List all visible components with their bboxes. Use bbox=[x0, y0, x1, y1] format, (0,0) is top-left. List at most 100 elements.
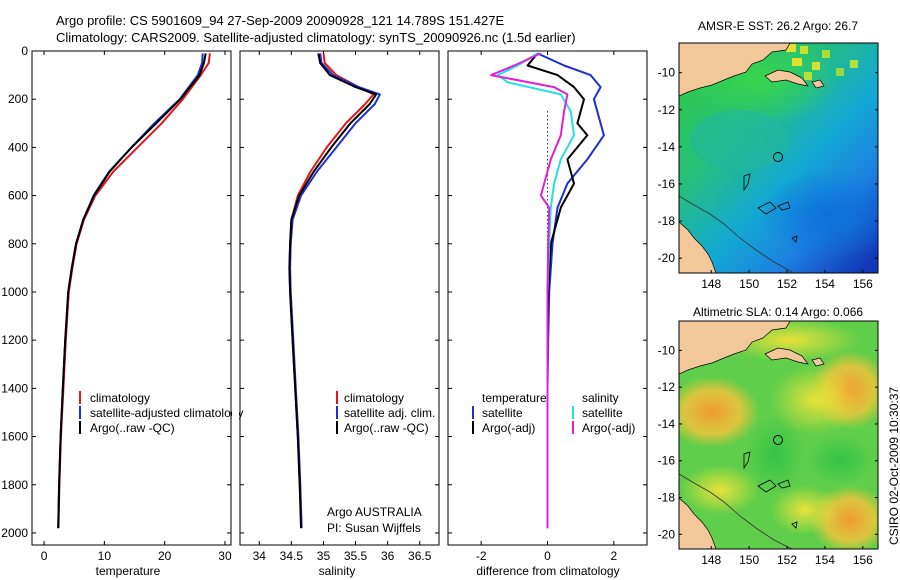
map-xtick-label: 150 bbox=[739, 277, 759, 291]
map-ytick-label: -16 bbox=[658, 454, 676, 468]
map-ytick-label: -10 bbox=[658, 343, 676, 357]
sla-land-australia bbox=[679, 497, 717, 549]
map-ytick-label: -12 bbox=[658, 103, 676, 117]
sst-map-field bbox=[679, 43, 878, 273]
legend-label-temp-argo: Argo(-adj) bbox=[482, 421, 535, 435]
map-xtick-label: 156 bbox=[853, 553, 873, 567]
series-climatology bbox=[57, 53, 211, 529]
credit-stamp: CSIRO 02-Oct-2009 10:30:37 bbox=[887, 387, 900, 545]
map-xtick-label: 154 bbox=[815, 277, 835, 291]
series-salinity-argo-adj bbox=[490, 52, 569, 529]
ytick-label: 800 bbox=[8, 237, 28, 251]
legend-group-salinity: salinity bbox=[582, 391, 619, 405]
sst-land-australia bbox=[679, 221, 717, 273]
map-ytick-label: -14 bbox=[658, 417, 676, 431]
map-xtick-label: 154 bbox=[815, 553, 835, 567]
ytick-label: 1200 bbox=[1, 333, 28, 347]
sla-land-newguinea bbox=[679, 321, 791, 375]
ytick-label: 200 bbox=[8, 92, 28, 106]
legend-label-sal-argo-adj: Argo(-adj) bbox=[582, 421, 635, 435]
temperature-panel-frame bbox=[31, 50, 232, 546]
legend-label-sal-sat: satellite bbox=[582, 406, 623, 420]
panel-gap bbox=[232, 400, 239, 424]
xtick-label: 0 bbox=[41, 549, 48, 563]
argo-org-label: Argo AUSTRALIA bbox=[327, 505, 422, 519]
legend-label-argo: Argo(..raw -QC) bbox=[90, 421, 175, 435]
temperature-legend: climatology satellite-adjusted climatolo… bbox=[79, 391, 243, 435]
sla-map-ticks: 148 150 152 154 156 -10 -12 -14 -16 -18 -20 bbox=[658, 343, 878, 567]
map-xtick-label: 152 bbox=[777, 277, 797, 291]
map-ytick-label: -18 bbox=[658, 214, 676, 228]
header-line1: Argo profile: CS 5901609_94 27-Sep-2009 … bbox=[56, 13, 504, 28]
xtick-label: 34.5 bbox=[280, 549, 304, 563]
ytick-label: 0 bbox=[21, 44, 28, 58]
map-ytick-label: -16 bbox=[658, 177, 676, 191]
map-ytick-label: -10 bbox=[658, 66, 676, 80]
difference-panel: -2 0 2 bbox=[476, 51, 617, 563]
sla-map-frame bbox=[678, 320, 879, 550]
map-xtick-label: 148 bbox=[701, 553, 721, 567]
sla-float-marker bbox=[773, 435, 783, 445]
salinity-legend: climatology satellite adj. clim. Argo(..… bbox=[336, 391, 435, 435]
sla-map-title: Altimetric SLA: 0.14 Argo: 0.066 bbox=[693, 305, 863, 319]
xtick-label: 34 bbox=[253, 549, 267, 563]
xtick-label: 0 bbox=[544, 549, 551, 563]
map-xtick-label: 156 bbox=[853, 277, 873, 291]
salinity-xlabel: salinity bbox=[319, 564, 356, 578]
legend-label-sal-argo: Argo(..raw -QC) bbox=[344, 421, 429, 435]
salinity-panel: 34 34.5 35 35.5 36 36.5 bbox=[253, 51, 432, 563]
ytick-label: 1800 bbox=[1, 478, 28, 492]
map-xtick-label: 148 bbox=[701, 277, 721, 291]
ytick-label: 600 bbox=[8, 189, 28, 203]
sst-land-islands bbox=[764, 69, 809, 87]
legend-group-temperature: temperature bbox=[482, 391, 547, 405]
series-satellite-adjusted-climatology bbox=[57, 53, 204, 529]
sst-map-ticks: 148 150 152 154 156 -10 -12 -14 -16 -18 -20 bbox=[658, 66, 878, 291]
series-satellite-adj-clim bbox=[289, 53, 381, 529]
xtick-label: 30 bbox=[218, 549, 232, 563]
difference-legend: temperature satellite Argo(-adj) salinit… bbox=[472, 391, 635, 435]
sst-land-newguinea bbox=[679, 43, 791, 97]
ytick-label: 1400 bbox=[1, 381, 28, 395]
ytick-label: 1600 bbox=[1, 430, 28, 444]
series-argo-raw-qc bbox=[288, 53, 378, 529]
header-line2: Climatology: CARS2009. Satellite-adjuste… bbox=[56, 30, 576, 45]
ytick-label: 2000 bbox=[1, 526, 28, 540]
ytick-label: 1000 bbox=[1, 285, 28, 299]
depth-ticks: 0 200 400 600 800 1000 1200 1400 1600 1800 2000 bbox=[1, 44, 647, 540]
ytick-label: 400 bbox=[8, 140, 28, 154]
xtick-label: -2 bbox=[476, 549, 487, 563]
map-ytick-label: -18 bbox=[658, 491, 676, 505]
xtick-label: 36 bbox=[381, 549, 395, 563]
legend-label-sal-climatology: climatology bbox=[344, 391, 404, 405]
sst-map-title: AMSR-E SST: 26.2 Argo: 26.7 bbox=[698, 19, 858, 33]
map-ytick-label: -14 bbox=[658, 140, 676, 154]
xtick-label: 36.5 bbox=[408, 549, 432, 563]
difference-xlabel: difference from climatology bbox=[476, 564, 619, 578]
sst-map-frame bbox=[678, 42, 879, 274]
xtick-label: 10 bbox=[98, 549, 112, 563]
xtick-label: 2 bbox=[610, 549, 617, 563]
map-ytick-label: -12 bbox=[658, 380, 676, 394]
sst-float-marker bbox=[773, 152, 783, 162]
xtick-label: 20 bbox=[158, 549, 172, 563]
xtick-label: 35.5 bbox=[344, 549, 368, 563]
legend-label-sal-satellite: satellite adj. clim. bbox=[344, 406, 435, 420]
series-climatology bbox=[288, 53, 375, 529]
temperature-panel: 0 10 20 30 bbox=[41, 51, 232, 563]
series-temperature-argo-adj bbox=[526, 52, 589, 529]
legend-label-satellite-adjusted: satellite-adjusted climatology bbox=[90, 406, 243, 420]
sla-land-islands bbox=[764, 347, 809, 365]
map-ytick-label: -20 bbox=[658, 251, 676, 265]
xtick-label: 35 bbox=[317, 549, 331, 563]
sla-map-field bbox=[679, 321, 878, 549]
legend-label-temp-satellite: satellite bbox=[482, 406, 523, 420]
salinity-panel-frame bbox=[239, 50, 440, 546]
legend-label-climatology: climatology bbox=[90, 391, 150, 405]
temperature-xlabel: temperature bbox=[96, 564, 161, 578]
map-xtick-label: 150 bbox=[739, 553, 759, 567]
map-ytick-label: -20 bbox=[658, 527, 676, 541]
map-xtick-label: 152 bbox=[777, 553, 797, 567]
series-argo-raw-qc bbox=[57, 53, 207, 529]
